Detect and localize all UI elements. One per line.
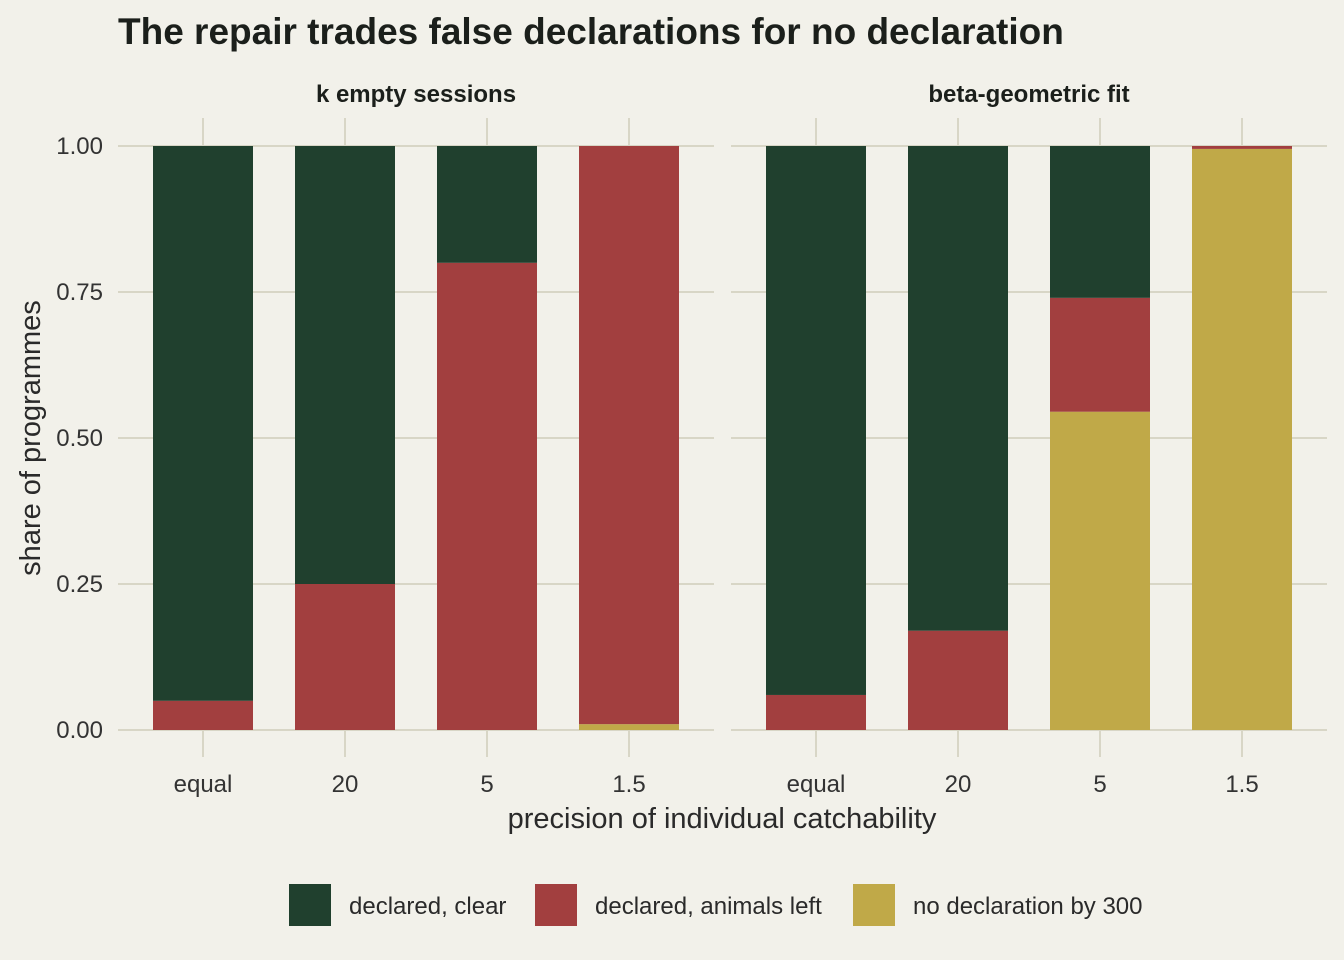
legend-label: declared, animals left (595, 893, 822, 920)
x-tick-label: 5 (1093, 771, 1106, 798)
x-tick-label: 5 (480, 771, 493, 798)
bar-segment-left (908, 630, 1008, 730)
panel-strip-label: k empty sessions (316, 81, 516, 108)
bar-segment-none (1192, 148, 1292, 731)
bar-segment-clear (295, 146, 395, 584)
y-tick-label: 0.25 (56, 571, 103, 598)
y-tick-label: 0.50 (56, 425, 103, 452)
bar-segment-clear (153, 146, 253, 701)
bar-segment-left (1050, 297, 1150, 412)
bar-segment-left (437, 262, 537, 730)
x-tick-label: 1.5 (1225, 771, 1258, 798)
panel-1: k empty sessions equal 20 5 1.5 (118, 81, 714, 798)
y-tick-label: 0.00 (56, 717, 103, 744)
legend-swatch (289, 884, 331, 926)
panel-2: beta-geometric fit equal 20 5 1.5 (731, 81, 1327, 798)
bar-segment-clear (437, 146, 537, 263)
bar-segment-clear (908, 146, 1008, 631)
bar-segment-clear (766, 146, 866, 695)
panels: 0.00 0.25 0.50 0.75 1.00 k empty sessions equa… (56, 81, 1327, 798)
x-tick-label: 20 (332, 771, 359, 798)
bar-segment-none (1050, 411, 1150, 730)
bar-segment-left (579, 146, 679, 725)
bar-segment-clear (1050, 146, 1150, 298)
bar-segment-left (1192, 146, 1292, 149)
legend-swatch (853, 884, 895, 926)
bar-segment-none (579, 724, 679, 730)
chart-title: The repair trades false declarations for… (118, 11, 1064, 52)
x-tick-label: equal (787, 771, 846, 798)
legend-label: no declaration by 300 (913, 893, 1143, 920)
x-tick-label: equal (174, 771, 233, 798)
legend-label: declared, clear (349, 893, 506, 920)
legend-item-none: no declaration by 300 (853, 884, 1143, 926)
x-tick-label: 1.5 (612, 771, 645, 798)
bar-segment-left (295, 584, 395, 730)
legend-swatch (535, 884, 577, 926)
bar-segment-left (153, 700, 253, 730)
legend: declared, clear declared, animals left no … (289, 884, 1143, 926)
y-axis-title: share of programmes (15, 300, 47, 576)
bar-segment-left (766, 694, 866, 730)
y-tick-label: 1.00 (56, 133, 103, 160)
legend-item-clear: declared, clear (289, 884, 506, 926)
y-tick-label: 0.75 (56, 279, 103, 306)
x-axis-title: precision of individual catchability (508, 803, 937, 835)
x-tick-label: 20 (945, 771, 972, 798)
panel-strip-label: beta-geometric fit (928, 81, 1129, 108)
legend-item-left: declared, animals left (535, 884, 822, 926)
